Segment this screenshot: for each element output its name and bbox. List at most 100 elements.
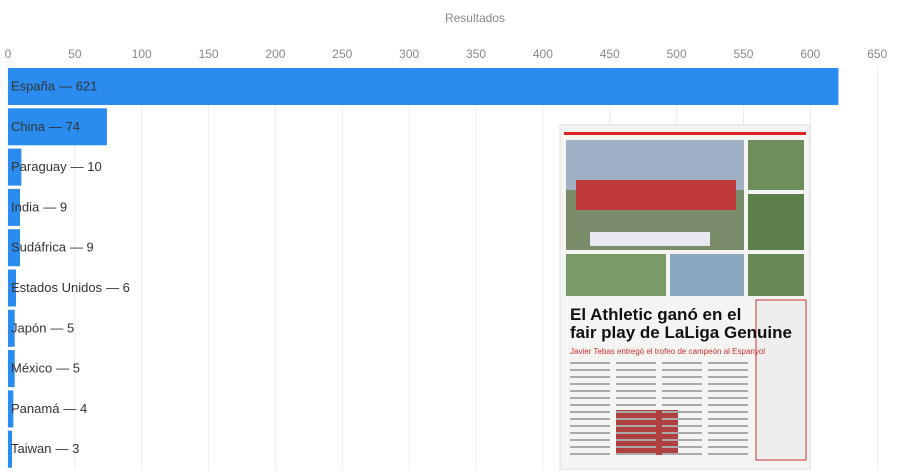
- bar-label: Sudáfrica — 9: [11, 240, 94, 255]
- value-label: — 4: [63, 401, 87, 416]
- image-text-line: [570, 453, 610, 455]
- category-label: Japón: [11, 321, 46, 336]
- image-text-line: [708, 425, 748, 427]
- x-tick-label: 650: [867, 47, 887, 61]
- value-label: — 10: [71, 160, 102, 175]
- image-text-line: [708, 432, 748, 434]
- value-label: — 5: [56, 361, 80, 376]
- x-axis-label: Resultados: [445, 11, 505, 25]
- x-tick-label: 0: [5, 47, 12, 61]
- image-text-line: [616, 446, 656, 448]
- category-label: China: [11, 119, 46, 134]
- category-label: Paraguay: [11, 160, 67, 175]
- image-photo: [670, 254, 744, 296]
- image-photo: [748, 140, 804, 190]
- image-text-line: [616, 418, 656, 420]
- image-text-line: [616, 439, 656, 441]
- category-label: India: [11, 200, 40, 215]
- image-text-line: [662, 369, 702, 371]
- bar-label: India — 9: [11, 200, 67, 215]
- image-text-line: [570, 376, 610, 378]
- image-text-line: [708, 453, 748, 455]
- bar-label: Paraguay — 10: [11, 160, 102, 175]
- bar-label: Estados Unidos — 6: [11, 280, 130, 295]
- image-rule: [564, 132, 806, 135]
- bar: [8, 309, 15, 347]
- image-text-line: [570, 418, 610, 420]
- image-text-line: [616, 432, 656, 434]
- value-label: — 9: [43, 200, 67, 215]
- image-text-line: [570, 432, 610, 434]
- image-sidebar: [755, 299, 807, 461]
- image-text-line: [708, 390, 748, 392]
- image-text-line: [570, 369, 610, 371]
- image-text-line: [708, 376, 748, 378]
- image-text-line: [662, 418, 702, 420]
- value-label: — 3: [55, 442, 79, 457]
- x-tick-label: 350: [466, 47, 486, 61]
- x-tick-label: 600: [800, 47, 820, 61]
- image-text-line: [662, 425, 702, 427]
- image-text-line: [662, 376, 702, 378]
- bar: [8, 390, 14, 428]
- image-text-line: [616, 411, 656, 413]
- x-tick-label: 150: [199, 47, 219, 61]
- x-tick-label: 500: [667, 47, 687, 61]
- image-text-line: [708, 369, 748, 371]
- image-text-line: [616, 390, 656, 392]
- image-photo: [576, 180, 736, 210]
- image-text-line: [570, 411, 610, 413]
- image-text-line: [570, 397, 610, 399]
- value-label: — 9: [70, 240, 94, 255]
- image-text-line: [570, 439, 610, 441]
- bar: [8, 148, 22, 186]
- image-text-line: [616, 425, 656, 427]
- image-text-line: [570, 362, 610, 364]
- image-text-line: [708, 397, 748, 399]
- x-tick-label: 400: [533, 47, 553, 61]
- image-text-line: [708, 411, 748, 413]
- x-tick-label: 300: [399, 47, 419, 61]
- image-text-line: [616, 369, 656, 371]
- image-text-line: [662, 362, 702, 364]
- bar-label: Taiwan — 3: [11, 442, 79, 457]
- bar: [8, 68, 839, 105]
- image-text-line: [662, 439, 702, 441]
- bar: [8, 269, 17, 307]
- value-label: — 74: [49, 119, 80, 134]
- image-subheadline: Javier Tebas entregó el trofeo de campeó…: [570, 347, 765, 356]
- bar: [8, 430, 13, 468]
- bar-label: Japón — 5: [11, 321, 74, 336]
- bar: [8, 350, 15, 388]
- category-label: México: [11, 361, 52, 376]
- image-headline: El Athletic ganó en el fair play de LaLig…: [570, 305, 792, 342]
- value-label: — 621: [59, 79, 97, 94]
- category-label: Taiwan: [11, 442, 51, 457]
- image-text-line: [662, 404, 702, 406]
- category-label: Panamá: [11, 401, 60, 416]
- image-text-line: [616, 362, 656, 364]
- image-photo: [590, 232, 710, 246]
- image-text-line: [570, 404, 610, 406]
- image-text-line: [708, 418, 748, 420]
- image-text-line: [708, 404, 748, 406]
- image-text-line: [662, 397, 702, 399]
- image-text-line: [662, 383, 702, 385]
- image-text-line: [708, 383, 748, 385]
- image-text-line: [662, 453, 702, 455]
- value-label: — 5: [50, 321, 74, 336]
- image-photo: [566, 254, 666, 296]
- x-tick-label: 100: [132, 47, 152, 61]
- bar-label: China — 74: [11, 119, 80, 134]
- image-text-line: [570, 390, 610, 392]
- category-label: Sudáfrica: [11, 240, 67, 255]
- bar-label: España — 621: [11, 79, 97, 94]
- x-tick-label: 200: [265, 47, 285, 61]
- image-text-line: [616, 404, 656, 406]
- image-text-line: [708, 362, 748, 364]
- image-text-line: [570, 446, 610, 448]
- image-photo: [748, 194, 804, 250]
- x-tick-label: 50: [68, 47, 82, 61]
- image-text-line: [662, 446, 702, 448]
